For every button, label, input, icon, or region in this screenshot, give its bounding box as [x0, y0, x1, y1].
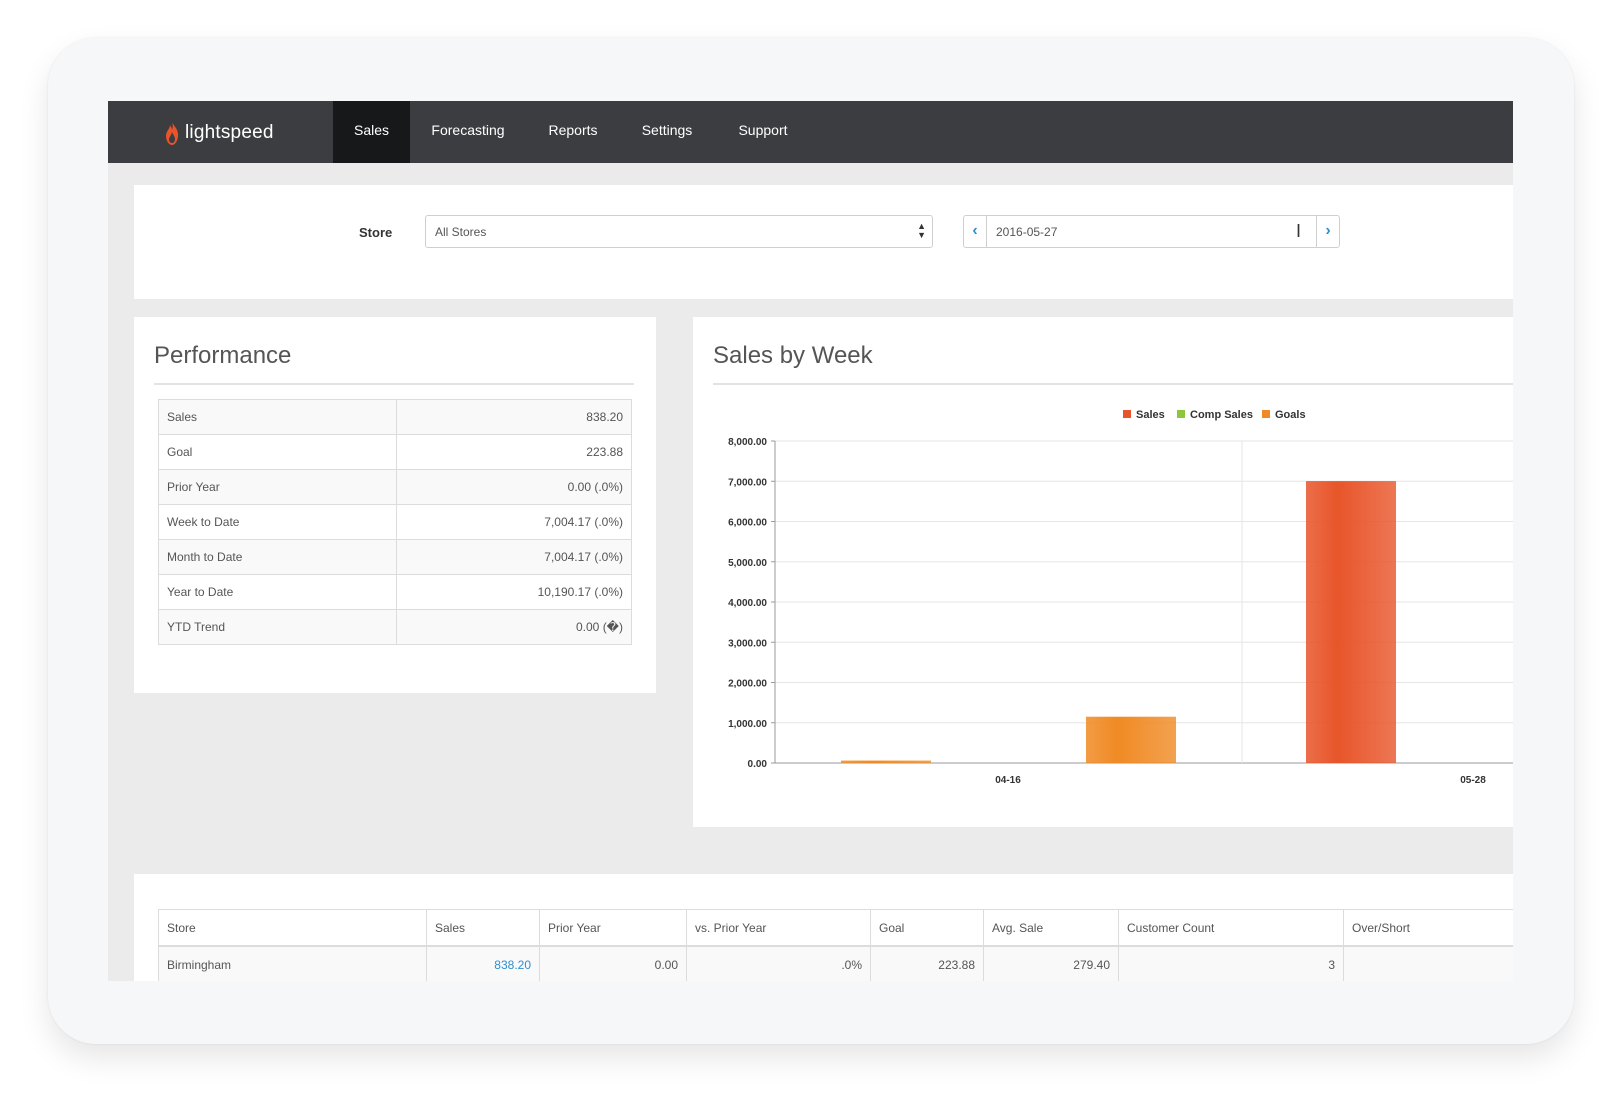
y-tick-label: 7,000.00 — [728, 477, 767, 488]
sales-chart: 0.00 1,000.00 2,000.00 3,000.00 4,000.00 5,00… — [728, 409, 1513, 786]
table-row: Prior Year 0.00 (.0%) — [158, 469, 632, 505]
column-header-store[interactable]: Store — [158, 909, 427, 947]
cell-customer-count: 3 — [1118, 946, 1344, 981]
nav-reports[interactable]: Reports — [548, 122, 598, 138]
table-header-row: Store Sales Prior Year vs. Prior Year Go… — [158, 909, 1513, 947]
logo-text: lightspeed — [185, 122, 274, 143]
legend-swatch — [1177, 410, 1185, 418]
table-row: Year to Date 10,190.17 (.0%) — [158, 574, 632, 610]
nav-forecasting[interactable]: Forecasting — [431, 122, 505, 138]
store-label: Store — [359, 225, 393, 240]
chart-bar — [1086, 716, 1176, 763]
y-tick-label: 2,000.00 — [728, 679, 767, 690]
legend-label: Sales — [1136, 409, 1165, 421]
row-value: 7,004.17 (.0%) — [396, 504, 632, 540]
date-next-button[interactable]: › — [1316, 216, 1339, 247]
store-table-panel: Store Sales Prior Year vs. Prior Year Go… — [134, 874, 1513, 981]
flame-icon — [166, 121, 178, 145]
column-header-customer-count[interactable]: Customer Count — [1118, 909, 1344, 947]
row-label: Week to Date — [158, 504, 397, 540]
column-header-prior-year[interactable]: Prior Year — [539, 909, 687, 947]
row-label: YTD Trend — [158, 609, 397, 645]
store-table: Store Sales Prior Year vs. Prior Year Go… — [158, 909, 1513, 981]
row-value: 0.00 (�) — [396, 609, 632, 645]
app-screen: lightspeed Sales Forecasting Reports Set… — [108, 101, 1513, 981]
performance-table: Sales 838.20 Goal 223.88 Prior Year 0.00 (.… — [158, 399, 632, 645]
chart-bar — [841, 760, 931, 763]
legend-label: Goals — [1275, 409, 1306, 421]
row-label: Month to Date — [158, 539, 397, 575]
y-tick-label: 5,000.00 — [728, 558, 767, 569]
cell-vs-prior-year: .0% — [686, 946, 871, 981]
nav-sales[interactable]: Sales — [333, 101, 410, 163]
chart-bar — [1306, 481, 1396, 763]
table-row: Sales 838.20 — [158, 399, 632, 435]
legend-label: Comp Sales — [1190, 409, 1253, 421]
nav-settings[interactable]: Settings — [641, 122, 693, 138]
row-value: 0.00 (.0%) — [396, 469, 632, 505]
column-header-vs-prior-year[interactable]: vs. Prior Year — [686, 909, 871, 947]
row-value: 10,190.17 (.0%) — [396, 574, 632, 610]
cell-store: Birmingham — [158, 946, 427, 981]
date-picker: ‹ 2016-05-27 I › — [963, 215, 1340, 248]
row-label: Prior Year — [158, 469, 397, 505]
select-arrows-icon: ▲ ▼ — [917, 221, 926, 240]
logo[interactable]: lightspeed — [163, 120, 274, 146]
row-value: 838.20 — [396, 399, 632, 435]
top-navbar: lightspeed Sales Forecasting Reports Set… — [108, 101, 1513, 163]
y-tick-label: 3,000.00 — [728, 638, 767, 649]
performance-panel: Performance Sales 838.20 Goal 223.88 Prior… — [134, 317, 656, 693]
table-row: Month to Date 7,004.17 (.0%) — [158, 539, 632, 575]
date-prev-button[interactable]: ‹ — [964, 216, 987, 247]
row-value: 223.88 — [396, 434, 632, 470]
cell-prior-year: 0.00 — [539, 946, 687, 981]
row-label: Sales — [158, 399, 397, 435]
cell-avg-sale: 279.40 — [983, 946, 1119, 981]
y-tick-label: 6,000.00 — [728, 518, 767, 529]
nav-support[interactable]: Support — [738, 122, 788, 138]
cell-goal: 223.88 — [870, 946, 984, 981]
date-input[interactable]: 2016-05-27 — [996, 225, 1058, 239]
performance-title: Performance — [154, 342, 292, 369]
store-select-value: All Stores — [435, 225, 487, 239]
table-row: Birmingham 838.20 0.00 .0% 223.88 279.40… — [158, 946, 1513, 981]
cell-over-short — [1343, 946, 1513, 981]
table-row: Week to Date 7,004.17 (.0%) — [158, 504, 632, 540]
row-label: Year to Date — [158, 574, 397, 610]
table-row: YTD Trend 0.00 (�) — [158, 609, 632, 645]
y-tick-label: 4,000.00 — [728, 598, 767, 609]
filter-panel: Store All Stores ▲ ▼ ‹ 2016-05-27 I › — [134, 185, 1513, 299]
column-header-goal[interactable]: Goal — [870, 909, 984, 947]
chart-divider — [713, 383, 1513, 385]
x-tick-label: 05-28 — [1460, 775, 1486, 786]
row-value: 7,004.17 (.0%) — [396, 539, 632, 575]
row-label: Goal — [158, 434, 397, 470]
y-tick-label: 0.00 — [748, 759, 768, 770]
y-tick-label: 1,000.00 — [728, 719, 767, 730]
x-tick-label: 04-16 — [995, 775, 1021, 786]
text-cursor-icon: I — [1296, 221, 1302, 241]
column-header-avg-sale[interactable]: Avg. Sale — [983, 909, 1119, 947]
legend-swatch — [1262, 410, 1270, 418]
cell-sales-link[interactable]: 838.20 — [426, 946, 540, 981]
performance-divider — [154, 383, 634, 385]
y-tick-label: 8,000.00 — [728, 437, 767, 448]
table-row: Goal 223.88 — [158, 434, 632, 470]
column-header-over-short[interactable]: Over/Short — [1343, 909, 1513, 947]
legend-swatch — [1123, 410, 1131, 418]
column-header-sales[interactable]: Sales — [426, 909, 540, 947]
chart-title: Sales by Week — [713, 342, 873, 369]
store-select[interactable]: All Stores ▲ ▼ — [425, 215, 933, 248]
sales-by-week-panel: Sales by Week 0.00 1,000.00 2,000.00 3,000.… — [693, 317, 1513, 827]
